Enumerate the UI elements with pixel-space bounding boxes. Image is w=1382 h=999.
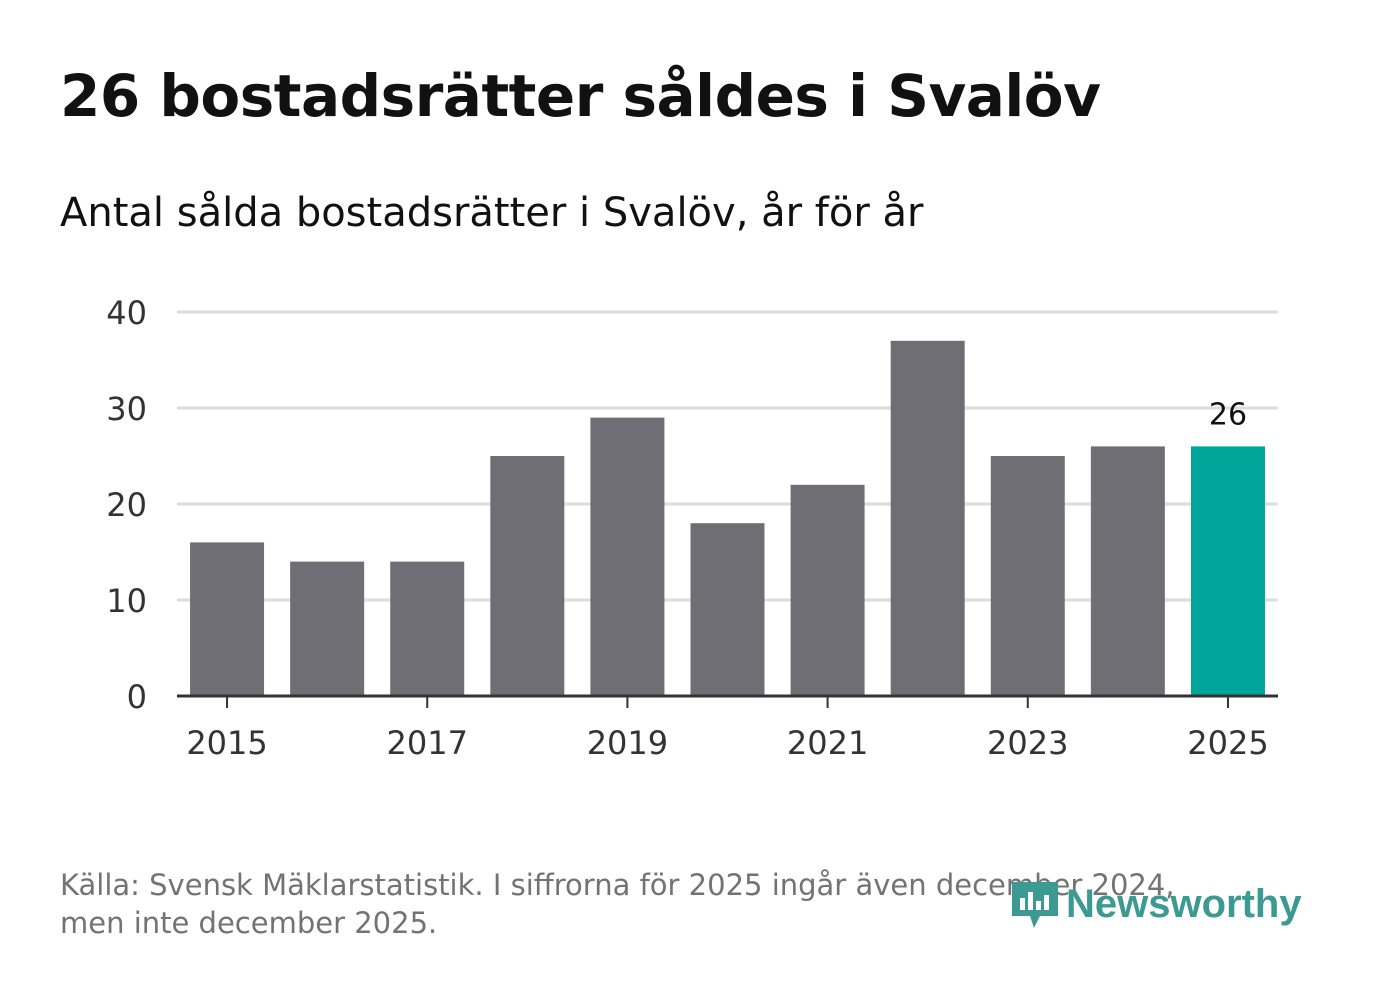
y-tick-label-0: 0 — [127, 678, 147, 716]
bar-2024 — [1090, 446, 1165, 696]
x-tick-label-2015: 2015 — [186, 724, 267, 762]
labels: 26 — [1209, 397, 1247, 432]
bar-2023 — [990, 456, 1065, 696]
bar-2022 — [890, 340, 965, 696]
x-tick-label-2019: 2019 — [587, 724, 668, 762]
bar-2020 — [690, 523, 765, 696]
bar-2018 — [490, 456, 565, 696]
chart-subtitle: Antal sålda bostadsrätter i Svalöv, år f… — [60, 190, 924, 236]
y-tick-label-10: 10 — [106, 582, 147, 620]
bar-2019 — [590, 417, 665, 696]
bars — [190, 340, 1265, 696]
y-tick-label-20: 20 — [106, 486, 147, 524]
source-note: Källa: Svensk Mäklarstatistik. I siffror… — [60, 866, 1260, 942]
bar-2021 — [790, 484, 865, 696]
x-tick-label-2025: 2025 — [1187, 724, 1268, 762]
axes: 0 10 20 30 40 2015 2017 2019 2021 2023 2025 — [106, 294, 1278, 762]
x-tick-label-2017: 2017 — [387, 724, 468, 762]
bar-2025 — [1190, 446, 1265, 696]
bar-2016 — [290, 561, 365, 696]
logo-text: Newsworthy — [1066, 881, 1302, 926]
bar-2017 — [390, 561, 465, 696]
x-tick-label-2021: 2021 — [787, 724, 868, 762]
bar-2015 — [190, 542, 265, 696]
y-tick-label-40: 40 — [106, 294, 147, 332]
chart-title: 26 bostadsrätter såldes i Svalöv — [60, 62, 1101, 130]
y-tick-label-30: 30 — [106, 390, 147, 428]
newsworthy-logo-icon — [1012, 882, 1058, 928]
x-tick-label-2023: 2023 — [987, 724, 1068, 762]
newsworthy-logo: Newsworthy — [1010, 876, 1302, 932]
data-label-2025: 26 — [1209, 397, 1247, 432]
source-line-1: Källa: Svensk Mäklarstatistik. I siffror… — [60, 868, 1175, 902]
source-line-2: men inte december 2025. — [60, 906, 438, 940]
